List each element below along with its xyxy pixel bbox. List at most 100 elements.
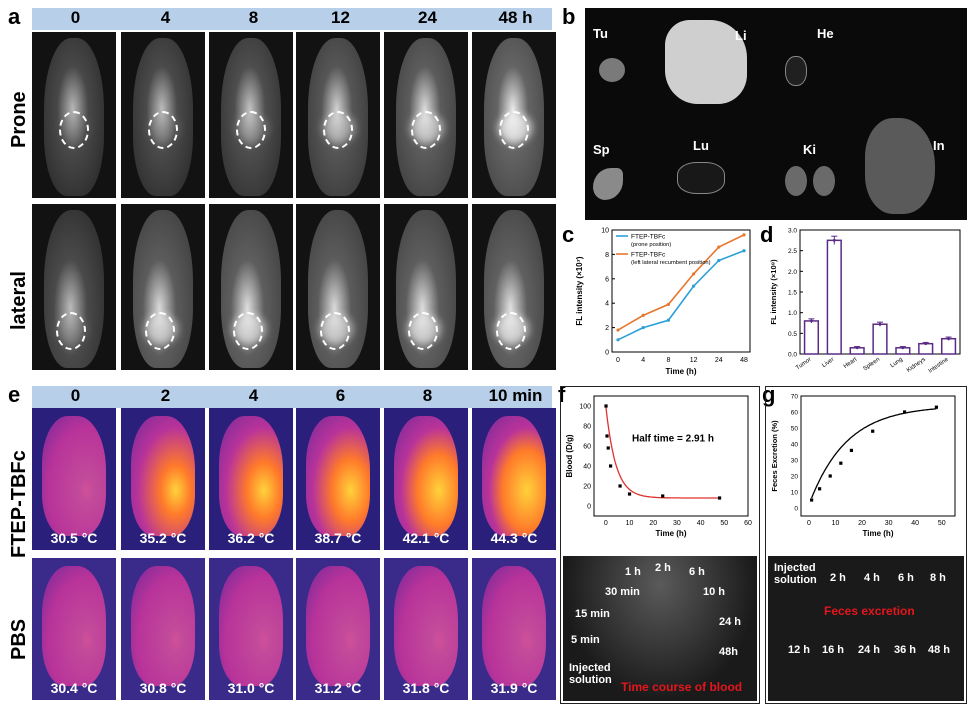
- organ-image: Tu Li He Sp Lu Ki In: [585, 8, 967, 220]
- chart-c-xtick-4: 24: [715, 357, 723, 364]
- chart-g-plot-frame: [800, 395, 956, 517]
- chart-c-ytick-3: 6: [605, 276, 609, 283]
- tumor-ellipse-lateral-0: [55, 311, 86, 350]
- panel-a-time-bar: 0 4 8 12 24 48 h: [32, 8, 552, 30]
- chart-g-point-1: [817, 487, 822, 491]
- blood-label-1h: 1 h: [625, 566, 641, 578]
- chart-d-xtick-5: Kidneys: [906, 357, 927, 374]
- panel-f-frame: [560, 386, 760, 704]
- thermal-body-ftep-0: [42, 416, 106, 536]
- chart-g-xtick-0: 0: [807, 520, 811, 527]
- chart-f-ytick-2: 40: [583, 464, 591, 471]
- chart-f-ytick-1: 20: [583, 484, 591, 491]
- chart-c-point-0-4: [717, 258, 721, 263]
- chart-d-xtick-3: Spleen: [862, 357, 881, 373]
- thermal-body-pbs-1: [131, 566, 195, 686]
- chart-f-point-7: [717, 496, 722, 500]
- temp-label-ftep-2: 36.2 °C: [227, 530, 275, 546]
- chart-g-xtick-4: 40: [911, 520, 919, 527]
- chart-g-ytick-2: 20: [791, 474, 799, 481]
- chart-c-point-1-0: [616, 328, 620, 332]
- chart-c-legend-label-0: FTEP-TBFc: [631, 234, 666, 241]
- thermal-body-pbs-4: [394, 566, 458, 686]
- organ-label-sp: Sp: [593, 142, 610, 157]
- chart-f-point-6: [661, 494, 665, 498]
- chart-d-point-5: [924, 342, 928, 346]
- chart-g-ytick-7: 70: [791, 394, 799, 401]
- panel-e-time-5: 10 min: [488, 386, 543, 405]
- feces-label-8h: 8 h: [930, 572, 946, 584]
- blood-label-2h: 2 h: [655, 562, 671, 574]
- chart-g-point-0: [810, 498, 814, 502]
- mouse-image-lateral-1: [121, 204, 205, 370]
- thermal-image-pbs-4: 31.8 °C: [384, 558, 468, 700]
- panel-label-c: c: [562, 222, 575, 247]
- lung-organ: [677, 162, 725, 194]
- chart-c-point-1-3: [692, 272, 696, 276]
- chart-f-point-2: [606, 446, 610, 450]
- panel-label-a: a: [8, 4, 21, 29]
- chart-g-xtick-1: 10: [832, 520, 840, 527]
- organ-label-li: Li: [735, 28, 747, 43]
- chart-g-ytick-0: 0: [794, 506, 798, 513]
- chart-d-point-3: [878, 322, 882, 326]
- chart-c-ylabel: FL intensity (×10⁷): [575, 256, 584, 326]
- mouse-image-prone-3: [296, 32, 380, 198]
- temp-label-pbs-0: 30.4 °C: [50, 680, 98, 696]
- chart-d-xtick-4: Lung: [890, 357, 904, 370]
- mouse-image-lateral-4: [384, 204, 468, 370]
- temp-label-ftep-1: 35.2 °C: [139, 530, 187, 546]
- temp-label-pbs-1: 30.8 °C: [139, 680, 187, 696]
- chart-g-xlabel: Time (h): [863, 529, 894, 538]
- feces-label-24h: 24 h: [858, 644, 881, 656]
- thermal-image-pbs-2: 31.0 °C: [209, 558, 293, 700]
- chart-c-point-0-5: [742, 249, 746, 253]
- tumor-organ: [599, 58, 625, 82]
- feces-label-injected: Injected solution: [774, 562, 817, 586]
- chart-c-point-0-0: [616, 338, 620, 342]
- chart-f-ylabel: Blood (D/g): [565, 434, 574, 477]
- chart-d-xtick-6: Intestine: [928, 356, 951, 374]
- chart-g: 0 10 20 30 40 50 0 10 20 30 40 50 60 70 Time (h) Feces …: [770, 394, 956, 538]
- chart-c-point-0-1: [641, 326, 645, 330]
- panel-a-time-3: 12: [331, 8, 350, 27]
- panel-a-time-4: 24: [418, 8, 437, 27]
- panel-a-time-1: 4: [160, 8, 171, 27]
- feces-label-2h: 2 h: [830, 572, 846, 584]
- chart-g-fit-curve: [810, 408, 937, 499]
- chart-g-point-5: [871, 429, 875, 433]
- chart-d-bar-5: [918, 342, 934, 355]
- chart-f-xtick-6: 60: [744, 520, 752, 527]
- panel-a-row-prone: Prone: [8, 91, 30, 148]
- thermal-image-pbs-3: 31.2 °C: [296, 558, 380, 700]
- chart-c-legend-label-1: FTEP-TBFc: [631, 252, 666, 259]
- chart-c-ytick-2: 4: [605, 301, 609, 308]
- panel-e-time-1: 2: [160, 386, 171, 405]
- tumor-ellipse-prone-2: [235, 111, 266, 150]
- chart-f-point-4: [618, 484, 622, 488]
- panel-label-e: e: [8, 382, 21, 407]
- liver-organ: [665, 20, 747, 104]
- chart-c-point-1-4: [717, 245, 721, 249]
- blood-label-6h: 6 h: [689, 566, 705, 578]
- mouse-image-lateral-0: [32, 204, 116, 370]
- thermal-image-ftep-1: 35.2 °C: [121, 408, 205, 550]
- chart-d-point-0: [810, 319, 813, 323]
- blood-label-24h: 24 h: [719, 616, 742, 628]
- temp-label-pbs-5: 31.9 °C: [490, 680, 538, 696]
- tumor-ellipse-prone-4: [410, 111, 441, 150]
- chart-f-xlabel: Time (h): [656, 529, 687, 538]
- blood-tubes-photo: 1 h 2 h 6 h 30 min 10 h 15 min 24 h 5 mi…: [563, 556, 757, 701]
- chart-d-bar-1: [826, 239, 842, 355]
- blood-label-15min: 15 min: [575, 608, 610, 620]
- chart-f-fit-curve: [605, 405, 720, 499]
- feces-label-4h: 4 h: [864, 572, 880, 584]
- chart-d-ytick-6: 3.0: [788, 228, 797, 235]
- temp-label-ftep-3: 38.7 °C: [314, 530, 362, 546]
- organ-label-in: In: [933, 138, 945, 153]
- feces-label-6h: 6 h: [898, 572, 914, 584]
- thermal-image-pbs-0: 30.4 °C: [32, 558, 116, 700]
- thermal-body-pbs-3: [306, 566, 370, 686]
- thermal-body-ftep-3: [306, 416, 370, 536]
